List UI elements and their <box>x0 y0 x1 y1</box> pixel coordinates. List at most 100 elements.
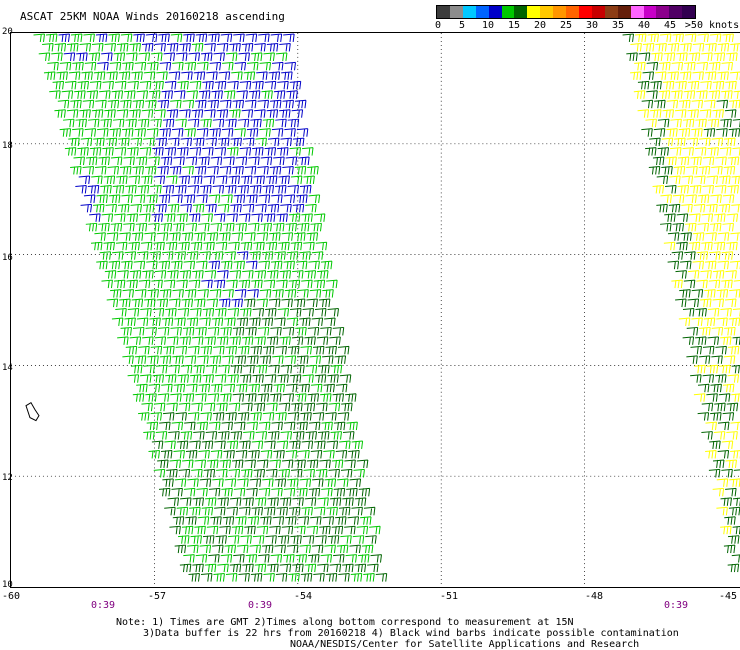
wind-barb <box>215 308 227 317</box>
wind-barb <box>225 118 237 128</box>
wind-barb <box>322 516 335 525</box>
wind-barb <box>275 412 287 421</box>
wind-barb <box>137 184 150 194</box>
wind-barb <box>245 260 258 270</box>
wind-barb <box>148 156 160 166</box>
wind-barb <box>138 345 150 355</box>
wind-barb <box>321 487 333 497</box>
wind-barb <box>33 33 46 43</box>
wind-barb <box>317 497 329 506</box>
wind-barb <box>375 573 388 582</box>
wind-barb <box>731 175 740 185</box>
wind-barb <box>304 270 317 279</box>
wind-barb <box>730 232 740 241</box>
wind-barb <box>277 308 290 317</box>
wind-barb <box>126 52 138 61</box>
wind-barb <box>219 525 231 535</box>
wind-barb <box>306 525 319 535</box>
wind-barb <box>327 535 340 544</box>
wind-barb <box>728 506 740 516</box>
wind-barb <box>243 431 255 440</box>
wind-barb <box>226 213 238 222</box>
wind-barb <box>113 279 126 289</box>
wind-barb <box>165 374 177 383</box>
wind-barb <box>660 194 672 203</box>
wind-barb <box>253 241 265 251</box>
wind-barb <box>63 52 76 61</box>
wind-barb <box>329 336 341 345</box>
wind-barb <box>163 52 176 61</box>
wind-barb <box>106 232 119 241</box>
wind-barb <box>680 260 692 270</box>
wind-barb <box>281 525 294 535</box>
wind-barb <box>678 128 691 137</box>
wind-barb <box>676 213 689 222</box>
wind-barb <box>297 516 310 525</box>
wind-barb <box>722 222 734 232</box>
wind-barb <box>52 80 65 90</box>
wind-barb <box>279 270 292 279</box>
wind-barb <box>689 213 701 222</box>
legend-swatch <box>617 6 631 18</box>
wind-barb <box>166 175 178 185</box>
wind-barb <box>722 33 734 43</box>
wind-barb <box>222 61 234 71</box>
pass-time-label: 0:39 <box>90 600 116 611</box>
wind-barb <box>339 440 351 450</box>
wind-barb <box>110 289 122 298</box>
wind-barb <box>124 90 136 99</box>
wind-barb <box>285 222 297 232</box>
wind-barb <box>255 364 268 374</box>
wind-barb <box>253 402 266 412</box>
wind-barb <box>677 156 690 166</box>
wind-barb <box>267 497 279 506</box>
wind-barb <box>101 52 113 61</box>
wind-barb <box>726 241 738 251</box>
wind-barb <box>298 449 310 459</box>
wind-barb <box>709 251 721 260</box>
wind-barb <box>171 421 184 431</box>
wind-barb <box>318 364 330 374</box>
wind-barb <box>84 61 97 71</box>
wind-barb <box>340 468 353 478</box>
wind-barb <box>119 232 131 241</box>
wind-barb <box>227 147 239 156</box>
wind-barb <box>691 289 704 298</box>
legend-swatch <box>514 6 528 18</box>
wind-barb <box>729 260 740 270</box>
legend-swatch <box>591 6 605 18</box>
wind-barb <box>152 374 165 383</box>
wind-barb <box>167 336 179 345</box>
wind-barb <box>280 364 293 374</box>
wind-barb <box>157 459 169 468</box>
wind-barb <box>169 525 181 535</box>
wind-barb <box>161 251 174 260</box>
wind-barb <box>285 516 297 525</box>
wind-barb <box>698 166 711 175</box>
wind-barb <box>249 317 261 327</box>
wind-barb <box>87 118 100 128</box>
wind-barb <box>117 203 130 213</box>
wind-barb <box>152 80 164 90</box>
wind-barb <box>725 487 737 497</box>
wind-barb <box>235 222 248 232</box>
wind-barb <box>731 393 740 402</box>
wind-barb <box>238 279 251 289</box>
wind-barb <box>697 412 710 421</box>
wind-barb <box>284 289 297 298</box>
wind-barb <box>310 449 323 459</box>
wind-barb <box>697 194 710 203</box>
wind-barb <box>286 251 299 260</box>
wind-barb <box>293 298 306 308</box>
wind-barb <box>129 270 142 279</box>
wind-barb <box>313 279 326 289</box>
wind-barb <box>676 52 688 61</box>
wind-barb <box>273 383 286 393</box>
lon-label: -48 <box>584 591 604 602</box>
wind-barb <box>663 52 676 61</box>
wind-barb <box>306 298 318 308</box>
wind-barb <box>310 222 322 232</box>
wind-barb <box>250 118 262 128</box>
wind-barb <box>206 525 219 535</box>
wind-barb <box>146 260 158 270</box>
